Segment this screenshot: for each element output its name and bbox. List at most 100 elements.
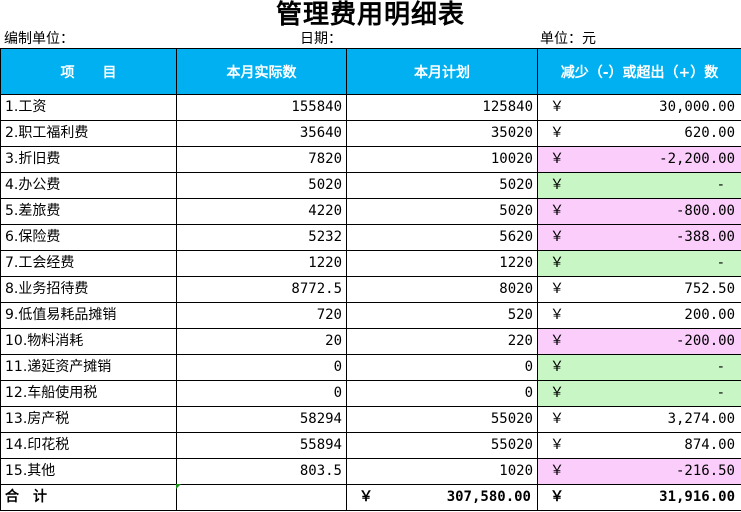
diff-value: 3,274.00 <box>667 411 735 427</box>
diff-cell[interactable]: ￥ -200.00 <box>537 328 741 355</box>
plan-cell[interactable]: 35020 <box>346 120 538 147</box>
item-cell[interactable]: 15.其他 <box>0 458 177 485</box>
diff-cell[interactable]: ￥ - <box>537 380 741 407</box>
diff-cell[interactable]: ￥ 874.00 <box>537 432 741 459</box>
currency-symbol: ￥ <box>550 229 564 245</box>
header-item[interactable]: 项 目 <box>0 48 177 95</box>
plan-cell[interactable]: 1220 <box>346 250 538 277</box>
plan-cell[interactable]: 55020 <box>346 406 538 433</box>
plan-cell[interactable]: 5620 <box>346 224 538 251</box>
actual-cell[interactable]: 720 <box>176 302 347 329</box>
actual-cell[interactable]: 0 <box>176 354 347 381</box>
total-plan-cell[interactable]: ￥ 307,580.00 <box>346 484 538 511</box>
total-label[interactable]: 合计 <box>0 484 177 511</box>
diff-cell[interactable]: ￥ 3,274.00 <box>537 406 741 433</box>
diff-cell[interactable]: ￥ -388.00 <box>537 224 741 251</box>
currency-symbol: ￥ <box>550 177 564 193</box>
plan-cell[interactable]: 5020 <box>346 198 538 225</box>
header-row: 项 目 本月实际数 本月计划 减少（-）或超出（+）数 <box>0 48 741 95</box>
item-cell[interactable]: 2.职工福利费 <box>0 120 177 147</box>
item-cell[interactable]: 14.印花税 <box>0 432 177 459</box>
actual-cell[interactable]: 1220 <box>176 250 347 277</box>
item-cell[interactable]: 12.车船使用税 <box>0 380 177 407</box>
plan-cell[interactable]: 0 <box>346 354 538 381</box>
diff-value: 30,000.00 <box>659 99 735 115</box>
item-cell[interactable]: 3.折旧费 <box>0 146 177 173</box>
currency-symbol: ￥ <box>550 411 564 427</box>
date-label: 日期： <box>300 31 342 47</box>
table-row: 1.工资 155840 125840 ￥ 30,000.00 <box>0 94 741 121</box>
header-plan[interactable]: 本月计划 <box>346 48 538 95</box>
total-actual-cell[interactable] <box>176 484 347 511</box>
actual-cell[interactable]: 5232 <box>176 224 347 251</box>
diff-cell[interactable]: ￥ 200.00 <box>537 302 741 329</box>
plan-cell[interactable]: 55020 <box>346 432 538 459</box>
currency-symbol: ￥ <box>550 307 564 323</box>
header-diff[interactable]: 减少（-）或超出（+）数 <box>537 48 741 95</box>
diff-cell[interactable]: ￥ -216.50 <box>537 458 741 485</box>
item-cell[interactable]: 10.物料消耗 <box>0 328 177 355</box>
item-cell[interactable]: 5.差旅费 <box>0 198 177 225</box>
item-cell[interactable]: 11.递延资产摊销 <box>0 354 177 381</box>
plan-cell[interactable]: 5020 <box>346 172 538 199</box>
diff-value: 200.00 <box>684 307 735 323</box>
diff-cell[interactable]: ￥ -2,200.00 <box>537 146 741 173</box>
table-row: 6.保险费 5232 5620 ￥ -388.00 <box>0 224 741 251</box>
table-row: 15.其他 803.5 1020 ￥ -216.50 <box>0 458 741 485</box>
item-cell[interactable]: 9.低值易耗品摊销 <box>0 302 177 329</box>
currency-symbol: ￥ <box>550 463 564 479</box>
diff-cell[interactable]: ￥ - <box>537 250 741 277</box>
actual-cell[interactable]: 55894 <box>176 432 347 459</box>
plan-cell[interactable]: 220 <box>346 328 538 355</box>
total-diff-cell[interactable]: ￥ 31,916.00 <box>537 484 741 511</box>
table-row: 14.印花税 55894 55020 ￥ 874.00 <box>0 432 741 459</box>
actual-cell[interactable]: 5020 <box>176 172 347 199</box>
diff-value: 874.00 <box>684 437 735 453</box>
actual-cell[interactable]: 0 <box>176 380 347 407</box>
diff-value: - <box>716 255 725 271</box>
diff-value: 752.50 <box>684 281 735 297</box>
actual-cell[interactable]: 155840 <box>176 94 347 121</box>
actual-cell[interactable]: 58294 <box>176 406 347 433</box>
actual-cell[interactable]: 4220 <box>176 198 347 225</box>
actual-cell[interactable]: 8772.5 <box>176 276 347 303</box>
table-row: 13.房产税 58294 55020 ￥ 3,274.00 <box>0 406 741 433</box>
header-actual[interactable]: 本月实际数 <box>176 48 347 95</box>
currency-symbol: ￥ <box>550 489 564 505</box>
currency-symbol: ￥ <box>550 359 564 375</box>
table-row: 7.工会经费 1220 1220 ￥ - <box>0 250 741 277</box>
table-row: 9.低值易耗品摊销 720 520 ￥ 200.00 <box>0 302 741 329</box>
currency-symbol: ￥ <box>550 437 564 453</box>
diff-cell[interactable]: ￥ 620.00 <box>537 120 741 147</box>
plan-cell[interactable]: 0 <box>346 380 538 407</box>
table-row: 5.差旅费 4220 5020 ￥ -800.00 <box>0 198 741 225</box>
diff-value: - <box>716 177 725 193</box>
expense-table: 项 目 本月实际数 本月计划 减少（-）或超出（+）数 1.工资 155840 12… <box>0 48 741 511</box>
plan-cell[interactable]: 1020 <box>346 458 538 485</box>
actual-cell[interactable]: 20 <box>176 328 347 355</box>
diff-value: -388.00 <box>675 229 735 245</box>
currency-symbol: ￥ <box>550 99 564 115</box>
item-cell[interactable]: 13.房产税 <box>0 406 177 433</box>
plan-cell[interactable]: 10020 <box>346 146 538 173</box>
item-cell[interactable]: 8.业务招待费 <box>0 276 177 303</box>
table-row: 8.业务招待费 8772.5 8020 ￥ 752.50 <box>0 276 741 303</box>
item-cell[interactable]: 7.工会经费 <box>0 250 177 277</box>
plan-cell[interactable]: 520 <box>346 302 538 329</box>
currency-symbol: ￥ <box>550 385 564 401</box>
actual-cell[interactable]: 7820 <box>176 146 347 173</box>
diff-cell[interactable]: ￥ 752.50 <box>537 276 741 303</box>
table-row: 4.办公费 5020 5020 ￥ - <box>0 172 741 199</box>
item-cell[interactable]: 1.工资 <box>0 94 177 121</box>
diff-cell[interactable]: ￥ 30,000.00 <box>537 94 741 121</box>
diff-cell[interactable]: ￥ - <box>537 354 741 381</box>
actual-cell[interactable]: 803.5 <box>176 458 347 485</box>
item-cell[interactable]: 6.保险费 <box>0 224 177 251</box>
diff-value: 620.00 <box>684 125 735 141</box>
plan-cell[interactable]: 8020 <box>346 276 538 303</box>
plan-cell[interactable]: 125840 <box>346 94 538 121</box>
actual-cell[interactable]: 35640 <box>176 120 347 147</box>
diff-cell[interactable]: ￥ - <box>537 172 741 199</box>
item-cell[interactable]: 4.办公费 <box>0 172 177 199</box>
diff-cell[interactable]: ￥ -800.00 <box>537 198 741 225</box>
